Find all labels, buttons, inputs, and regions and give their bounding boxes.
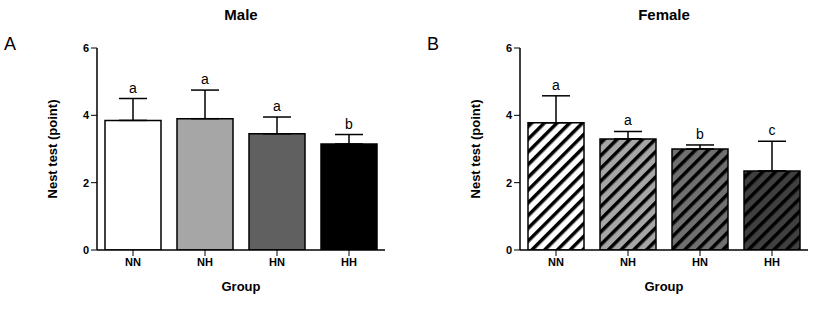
svg-text:a: a bbox=[624, 112, 632, 128]
svg-text:6: 6 bbox=[506, 42, 512, 54]
svg-text:NH: NH bbox=[620, 256, 636, 268]
svg-text:4: 4 bbox=[506, 109, 513, 121]
svg-text:Nest test (point): Nest test (point) bbox=[45, 100, 60, 199]
svg-text:HN: HN bbox=[692, 256, 708, 268]
svg-text:NH: NH bbox=[197, 256, 213, 268]
svg-text:Nest test (point): Nest test (point) bbox=[468, 100, 483, 199]
svg-text:c: c bbox=[769, 122, 776, 138]
svg-text:Group: Group bbox=[645, 279, 684, 294]
html-text:B: B bbox=[427, 34, 439, 54]
svg-text:a: a bbox=[201, 71, 209, 87]
svg-text:2: 2 bbox=[83, 177, 89, 189]
svg-text:0: 0 bbox=[83, 244, 89, 256]
svg-text:Group: Group bbox=[222, 279, 261, 294]
html-text:Female: Female bbox=[638, 6, 690, 23]
svg-text:2: 2 bbox=[506, 177, 512, 189]
svg-text:a: a bbox=[552, 77, 560, 93]
svg-text:6: 6 bbox=[83, 42, 89, 54]
svg-text:NN: NN bbox=[125, 256, 141, 268]
svg-text:b: b bbox=[345, 116, 353, 132]
svg-text:NN: NN bbox=[548, 256, 564, 268]
svg-text:0: 0 bbox=[506, 244, 512, 256]
svg-text:HH: HH bbox=[764, 256, 780, 268]
svg-text:HN: HN bbox=[269, 256, 285, 268]
svg-text:HH: HH bbox=[341, 256, 357, 268]
svg-text:a: a bbox=[129, 80, 137, 96]
html-text:Male: Male bbox=[224, 6, 258, 23]
svg-text:a: a bbox=[273, 98, 281, 114]
svg-text:4: 4 bbox=[83, 109, 90, 121]
html-text:A: A bbox=[4, 34, 16, 54]
svg-text:b: b bbox=[696, 126, 704, 142]
